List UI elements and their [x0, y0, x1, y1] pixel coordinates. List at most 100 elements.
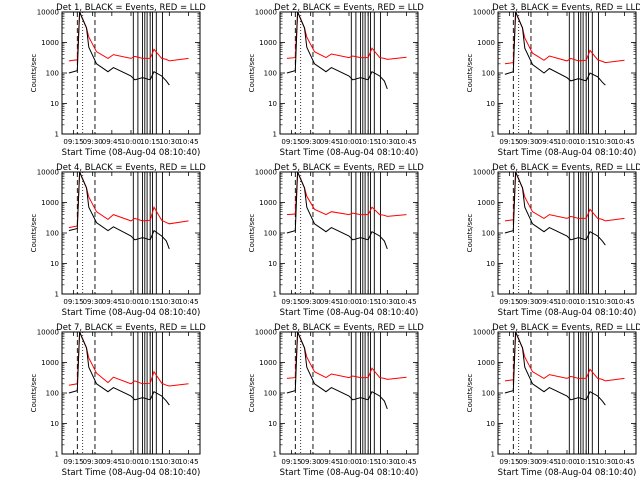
y-tick-label: 1: [273, 291, 277, 299]
y-tick-label: 10: [486, 420, 495, 428]
x-axis-label: Start Time (08-Aug-04 08:10:40): [280, 308, 419, 318]
x-tick-label: 09:15: [63, 298, 83, 306]
y-tick-label: 10000: [37, 329, 59, 337]
y-tick-label: 1000: [477, 39, 495, 47]
y-tick-label: 100: [264, 390, 277, 398]
x-axis-label: Start Time (08-Aug-04 08:10:40): [280, 468, 419, 478]
detector-panel-6: Det 6, BLACK = Events, RED = LLD Start Ti…: [466, 163, 640, 318]
events-series-line: [504, 331, 606, 406]
x-tick-label: 10:15: [358, 458, 378, 466]
x-tick-label: 10:45: [396, 458, 416, 466]
x-tick-label: 09:45: [320, 138, 340, 146]
events-series-line: [504, 11, 606, 86]
x-tick-label: 10:45: [396, 298, 416, 306]
x-tick-label: 10:30: [159, 298, 179, 306]
y-axis-label: Counts/sec: [466, 54, 474, 93]
y-tick-label: 10000: [255, 329, 277, 337]
y-axis-label: Counts/sec: [30, 54, 38, 93]
panel-title: Det 4, BLACK = Events, RED = LLD: [56, 163, 206, 173]
plot-frame: [279, 331, 419, 455]
plot-frame: [497, 171, 637, 295]
y-tick-label: 10: [268, 100, 277, 108]
x-tick-label: 09:45: [102, 298, 122, 306]
x-axis-label: Start Time (08-Aug-04 08:10:40): [498, 148, 637, 158]
x-axis-label: Start Time (08-Aug-04 08:10:40): [62, 468, 201, 478]
plot-frame: [497, 11, 637, 135]
y-tick-label: 10: [50, 100, 59, 108]
y-tick-label: 100: [264, 70, 277, 78]
detector-panel-8: Det 8, BLACK = Events, RED = LLD Start Ti…: [248, 323, 424, 478]
y-tick-label: 1: [55, 291, 59, 299]
detector-panel-5: Det 5, BLACK = Events, RED = LLD Start Ti…: [248, 163, 424, 318]
lld-series-line: [68, 331, 189, 387]
x-tick-label: 10:45: [614, 458, 634, 466]
x-tick-label: 10:00: [339, 138, 359, 146]
x-tick-label: 09:30: [301, 298, 321, 306]
y-tick-label: 100: [482, 230, 495, 238]
x-tick-label: 10:30: [377, 138, 397, 146]
x-tick-label: 10:15: [576, 298, 596, 306]
x-tick-label: 10:45: [614, 138, 634, 146]
x-tick-label: 10:00: [121, 458, 141, 466]
x-tick-label: 09:45: [538, 458, 558, 466]
y-tick-label: 10: [268, 420, 277, 428]
x-tick-label: 10:30: [377, 298, 397, 306]
x-tick-label: 10:15: [576, 458, 596, 466]
x-tick-label: 09:15: [63, 138, 83, 146]
x-tick-label: 10:30: [595, 138, 615, 146]
x-tick-label: 10:00: [557, 458, 577, 466]
x-tick-label: 09:30: [83, 458, 103, 466]
lld-series-line: [504, 11, 625, 65]
x-tick-label: 10:00: [557, 298, 577, 306]
y-tick-label: 100: [46, 390, 59, 398]
y-axis-label: Counts/sec: [248, 374, 256, 413]
x-axis-label: Start Time (08-Aug-04 08:10:40): [498, 308, 637, 318]
x-axis-label: Start Time (08-Aug-04 08:10:40): [280, 148, 419, 158]
y-tick-label: 10000: [255, 169, 277, 177]
x-tick-label: 09:30: [519, 138, 539, 146]
y-tick-label: 1: [491, 131, 495, 139]
detector-panel-1: Det 1, BLACK = Events, RED = LLD Start Ti…: [30, 3, 206, 158]
detector-panel-2: Det 2, BLACK = Events, RED = LLD Start Ti…: [248, 3, 424, 158]
y-tick-label: 1000: [259, 199, 277, 207]
x-tick-label: 10:30: [159, 138, 179, 146]
x-tick-label: 09:45: [538, 298, 558, 306]
events-series-line: [68, 11, 170, 86]
y-tick-label: 1: [273, 131, 277, 139]
x-tick-label: 10:30: [159, 458, 179, 466]
x-tick-label: 10:15: [140, 138, 160, 146]
x-tick-label: 09:15: [499, 138, 519, 146]
x-tick-label: 10:00: [339, 298, 359, 306]
x-tick-label: 10:45: [178, 458, 198, 466]
x-tick-label: 09:30: [83, 138, 103, 146]
x-tick-label: 09:45: [320, 458, 340, 466]
lld-series-line: [68, 11, 189, 62]
y-tick-label: 1000: [477, 199, 495, 207]
x-tick-label: 09:45: [102, 138, 122, 146]
y-tick-label: 10000: [37, 9, 59, 17]
y-tick-label: 10000: [473, 9, 495, 17]
events-series-line: [504, 171, 606, 246]
x-tick-label: 10:15: [358, 298, 378, 306]
panel-title: Det 9, BLACK = Events, RED = LLD: [492, 323, 640, 333]
x-tick-label: 09:30: [519, 298, 539, 306]
lld-series-line: [504, 171, 625, 222]
events-series-line: [68, 171, 170, 250]
y-tick-label: 1000: [477, 359, 495, 367]
plot-frame: [61, 171, 201, 295]
x-tick-label: 10:30: [595, 298, 615, 306]
panel-title: Det 7, BLACK = Events, RED = LLD: [56, 323, 206, 333]
y-tick-label: 10: [486, 100, 495, 108]
x-axis-label: Start Time (08-Aug-04 08:10:40): [62, 148, 201, 158]
lld-series-line: [286, 331, 407, 380]
y-tick-label: 10000: [473, 169, 495, 177]
y-axis-label: Counts/sec: [248, 214, 256, 253]
y-axis-label: Counts/sec: [30, 374, 38, 413]
y-tick-label: 100: [264, 230, 277, 238]
lld-series-line: [286, 11, 407, 60]
panel-title: Det 8, BLACK = Events, RED = LLD: [274, 323, 424, 333]
events-series-line: [286, 11, 388, 90]
x-axis-label: Start Time (08-Aug-04 08:10:40): [62, 308, 201, 318]
x-tick-label: 09:15: [63, 458, 83, 466]
panel-title: Det 3, BLACK = Events, RED = LLD: [492, 3, 640, 13]
